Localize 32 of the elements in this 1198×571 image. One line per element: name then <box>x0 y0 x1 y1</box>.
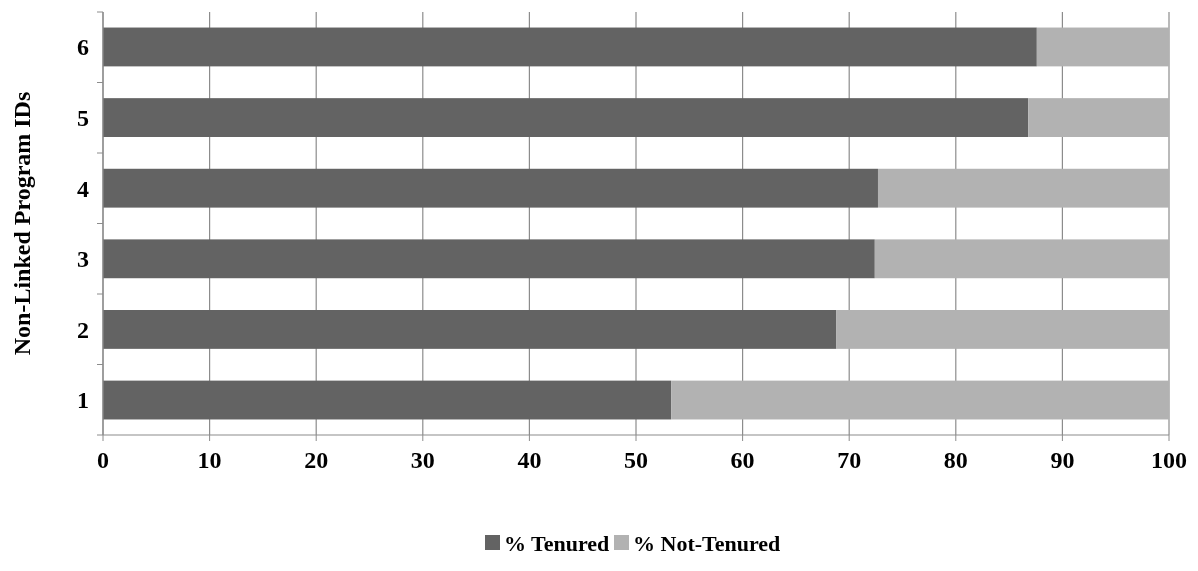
y-tick-label: 3 <box>77 246 89 273</box>
y-tick-label: 6 <box>77 34 89 61</box>
bar <box>103 168 878 208</box>
y-tick-label: 5 <box>77 104 89 131</box>
y-tick-label: 2 <box>77 316 89 343</box>
x-tick-label: 0 <box>97 447 109 473</box>
bar <box>671 380 1169 420</box>
x-tick-label: 80 <box>943 447 968 473</box>
x-tick-label: 20 <box>304 447 329 473</box>
y-axis-title: Non-Linked Program IDs <box>9 91 35 356</box>
x-tick-label: 50 <box>624 447 648 473</box>
legend-label: % Tenured <box>504 530 610 556</box>
bar <box>103 98 1029 137</box>
x-tick-label: 60 <box>730 447 755 473</box>
x-tick-label: 70 <box>837 447 862 473</box>
y-tick-label: 4 <box>77 175 89 202</box>
bar <box>877 168 1169 208</box>
x-tick-label: 90 <box>1050 447 1075 473</box>
bar <box>103 27 1037 67</box>
bar <box>103 310 837 349</box>
legend-label: % Not-Tenured <box>633 530 781 556</box>
bar <box>874 239 1169 279</box>
bar <box>103 380 672 420</box>
x-tick-label: 30 <box>410 447 435 473</box>
bar <box>103 239 875 279</box>
x-tick-label: 10 <box>197 447 222 473</box>
bar <box>836 310 1169 349</box>
x-tick-label: 40 <box>517 447 542 473</box>
bar <box>1036 27 1169 67</box>
y-tick-label: 1 <box>77 387 89 414</box>
x-tick-label: 100 <box>1151 447 1187 473</box>
bar <box>1028 98 1169 137</box>
